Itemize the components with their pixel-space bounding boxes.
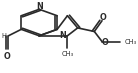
- Text: CH₃: CH₃: [124, 39, 137, 45]
- Text: O: O: [4, 52, 10, 61]
- Text: CH₃: CH₃: [61, 51, 73, 57]
- Text: N: N: [36, 2, 43, 11]
- Text: N: N: [59, 31, 66, 40]
- Text: H: H: [2, 33, 6, 39]
- Text: O: O: [101, 38, 108, 47]
- Text: O: O: [100, 13, 107, 22]
